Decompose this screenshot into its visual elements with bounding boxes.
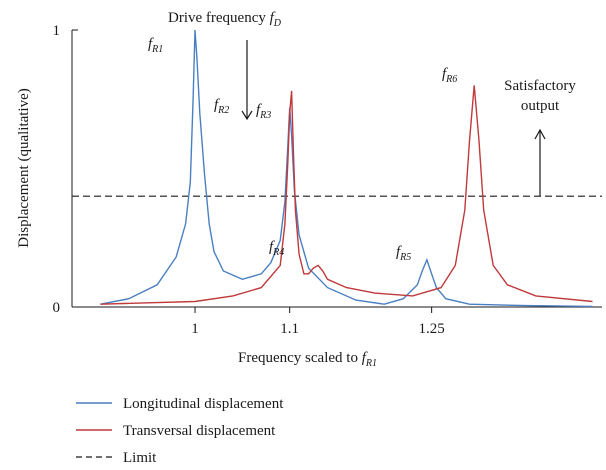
satisfactory-arrow-head [534,128,546,140]
fr3-label: fR3 [256,102,271,121]
drive-frequency-arrow-head [241,110,253,121]
longitudinal-displacement-line [100,29,593,308]
legend-label-transversal: Transversal displacement [123,423,276,439]
x-tick-label-1: 1.1 [280,321,299,337]
transversal-displacement-line [100,85,593,305]
fr3-var: f [256,102,262,118]
x-tick-label-2: 1.25 [419,321,445,337]
x-ticks: 1 1.1 1.25 [191,307,445,337]
fr2-sub: R2 [217,105,229,116]
fr5-label: fR5 [396,244,411,263]
fr4-label: fR4 [269,239,284,258]
fr6-label: fR6 [442,66,457,85]
drive-frequency-text: Drive frequency [168,10,270,26]
fr2-label: fR2 [214,97,229,116]
x-axis-label-var: f [362,350,368,366]
y-tick-label-0: 0 [53,300,61,316]
satisfactory-label-line2: output [521,98,560,114]
fr4-sub: R4 [272,247,284,258]
fr1-label: fR1 [148,36,163,55]
drive-frequency-var: f [270,10,276,26]
legend: Longitudinal displacement Transversal di… [76,396,284,466]
fr6-var: f [442,66,448,82]
fr2-var: f [214,97,220,113]
x-axis-label: Frequency scaled to fR1 [238,350,377,369]
fr5-var: f [396,244,402,260]
satisfactory-label-line1: Satisfactory [504,78,576,94]
drive-frequency-sub: D [273,18,282,29]
fr5-sub: R5 [399,252,411,263]
fr4-var: f [269,239,275,255]
fr1-sub: R1 [151,44,163,55]
fr3-sub: R3 [259,110,271,121]
fr1-var: f [148,36,154,52]
x-tick-label-0: 1 [191,321,199,337]
x-axis-label-sub: R1 [365,358,377,369]
y-tick-label-1: 1 [53,23,61,39]
y-axis-label: Displacement (qualitative) [16,88,32,248]
drive-frequency-label: Drive frequency fD [168,10,282,29]
legend-label-longitudinal: Longitudinal displacement [123,396,284,412]
legend-label-limit: Limit [123,450,157,466]
fr6-sub: R6 [445,74,457,85]
x-axis-label-text: Frequency scaled to [238,350,362,366]
